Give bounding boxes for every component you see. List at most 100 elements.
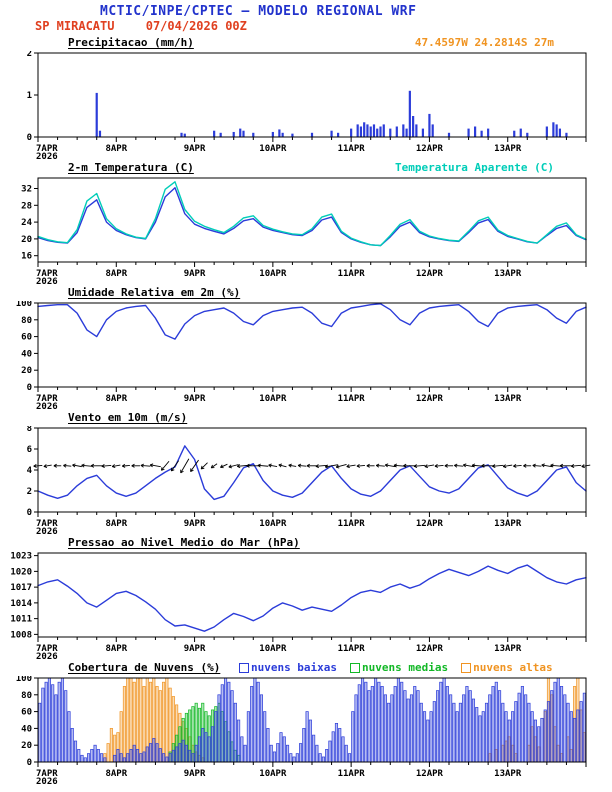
panel-precipitation: Precipitacao (mm/h) 47.4597W 24.2814S 27… — [0, 36, 612, 161]
svg-text:16: 16 — [21, 252, 32, 262]
svg-text:0: 0 — [27, 383, 32, 393]
svg-text:9APR: 9APR — [184, 144, 206, 154]
svg-text:12APR: 12APR — [416, 394, 444, 404]
svg-text:1014: 1014 — [10, 599, 32, 609]
svg-text:1: 1 — [27, 91, 32, 101]
svg-text:13APR: 13APR — [494, 394, 522, 404]
temperature-title-row: 2-m Temperatura (C) Temperatura Aparente… — [0, 161, 612, 176]
svg-text:8APR: 8APR — [105, 394, 127, 404]
svg-text:1023: 1023 — [10, 552, 32, 562]
svg-text:8APR: 8APR — [105, 144, 127, 154]
svg-text:9APR: 9APR — [184, 269, 206, 279]
svg-text:11APR: 11APR — [338, 269, 366, 279]
panel-clouds: Cobertura de Nuvens (%) nuvens baixas nu… — [0, 661, 612, 786]
humidity-title-row: Umidade Relativa em 2m (%) — [0, 286, 612, 301]
panel-wind: Vento em 10m (m/s) 0 2 4 6 8 7APR 2026 8APR 9APR… — [0, 411, 612, 536]
svg-text:40: 40 — [21, 724, 32, 734]
svg-text:6: 6 — [27, 445, 32, 455]
svg-text:10APR: 10APR — [259, 394, 287, 404]
svg-text:28: 28 — [21, 201, 32, 211]
panel-humidity: Umidade Relativa em 2m (%) 0 20 40 60 80 100 7… — [0, 286, 612, 411]
high-clouds-label: nuvens altas — [473, 661, 553, 674]
wind-plot: 0 2 4 6 8 7APR 2026 8APR 9APR 10APR 11APR 12APR 13AP… — [0, 426, 612, 536]
svg-text:11APR: 11APR — [338, 144, 366, 154]
svg-text:2: 2 — [27, 487, 32, 497]
mid-clouds-swatch-icon — [350, 662, 361, 673]
pressure-plot: 1008 1011 1014 1017 1020 1023 7APR 2026 8APR 9APR… — [0, 551, 612, 661]
location-coordinates: 47.4597W 24.2814S 27m — [414, 36, 554, 49]
clouds-title-row: Cobertura de Nuvens (%) nuvens baixas nu… — [0, 661, 612, 676]
legend-item-low-clouds: nuvens baixas — [238, 661, 338, 674]
svg-text:2026: 2026 — [36, 777, 58, 786]
svg-text:13APR: 13APR — [494, 519, 522, 529]
wind-title-row: Vento em 10m (m/s) — [0, 411, 612, 426]
station-row: SP MIRACATU 07/04/2026 00Z — [35, 19, 612, 34]
svg-text:7APR: 7APR — [36, 769, 58, 779]
svg-text:8APR: 8APR — [105, 519, 127, 529]
station-name: SP MIRACATU — [35, 19, 115, 33]
mid-clouds-label: nuvens medias — [362, 661, 449, 674]
svg-text:0: 0 — [27, 758, 32, 768]
svg-text:1020: 1020 — [10, 567, 32, 577]
svg-text:60: 60 — [21, 333, 32, 343]
humidity-plot: 0 20 40 60 80 100 7APR 2026 8APR 9APR 10APR 11APR 12… — [0, 301, 612, 411]
svg-text:12APR: 12APR — [416, 644, 444, 654]
svg-text:1008: 1008 — [10, 630, 32, 640]
svg-text:20: 20 — [21, 741, 32, 751]
svg-text:10APR: 10APR — [259, 519, 287, 529]
svg-text:7APR: 7APR — [36, 394, 58, 404]
svg-text:7APR: 7APR — [36, 644, 58, 654]
svg-text:11APR: 11APR — [338, 394, 366, 404]
apparent-temperature-label: Temperatura Aparente (C) — [395, 161, 554, 174]
report-title: MCTIC/INPE/CPTEC — MODELO REGIONAL WRF — [100, 4, 417, 19]
temperature-title: 2-m Temperatura (C) — [68, 161, 194, 174]
svg-text:2026: 2026 — [36, 527, 58, 536]
precipitation-plot: 0 1 2 7APR 2026 8APR 9APR 10APR 11APR 12APR 13APR — [0, 51, 612, 161]
clouds-plot: 0 20 40 60 80 100 7APR 2026 8APR 9APR 10APR 11APR 12… — [0, 676, 612, 786]
svg-text:24: 24 — [21, 218, 32, 228]
svg-text:9APR: 9APR — [184, 769, 206, 779]
pressure-title: Pressao ao Nivel Medio do Mar (hPa) — [68, 536, 300, 549]
svg-text:10APR: 10APR — [259, 769, 287, 779]
svg-text:13APR: 13APR — [494, 144, 522, 154]
svg-text:11APR: 11APR — [338, 769, 366, 779]
svg-text:9APR: 9APR — [184, 394, 206, 404]
svg-text:2026: 2026 — [36, 277, 58, 286]
legend-item-mid-clouds: nuvens medias — [350, 661, 448, 674]
svg-text:20: 20 — [21, 235, 32, 245]
svg-text:0: 0 — [27, 133, 32, 143]
svg-text:80: 80 — [21, 316, 32, 326]
high-clouds-swatch-icon — [461, 662, 472, 673]
clouds-legend: nuvens baixas nuvens medias nuvens altas — [238, 661, 553, 674]
svg-text:7APR: 7APR — [36, 519, 58, 529]
svg-text:40: 40 — [21, 349, 32, 359]
svg-text:80: 80 — [21, 691, 32, 701]
svg-text:11APR: 11APR — [338, 519, 366, 529]
svg-text:100: 100 — [16, 676, 32, 684]
svg-text:13APR: 13APR — [494, 644, 522, 654]
svg-text:2026: 2026 — [36, 402, 58, 411]
precipitation-title: Precipitacao (mm/h) — [68, 36, 194, 49]
precipitation-title-row: Precipitacao (mm/h) 47.4597W 24.2814S 27… — [0, 36, 612, 51]
low-clouds-label: nuvens baixas — [250, 661, 338, 674]
panel-pressure: Pressao ao Nivel Medio do Mar (hPa) 1008… — [0, 536, 612, 661]
svg-text:12APR: 12APR — [416, 519, 444, 529]
svg-text:13APR: 13APR — [494, 269, 522, 279]
svg-text:12APR: 12APR — [416, 144, 444, 154]
svg-text:13APR: 13APR — [494, 769, 522, 779]
svg-text:1011: 1011 — [10, 615, 32, 625]
clouds-title: Cobertura de Nuvens (%) — [68, 661, 221, 674]
svg-text:2: 2 — [27, 51, 32, 59]
svg-text:9APR: 9APR — [184, 519, 206, 529]
svg-text:100: 100 — [16, 301, 32, 309]
run-datetime: 07/04/2026 00Z — [145, 19, 247, 33]
svg-text:1017: 1017 — [10, 583, 32, 593]
panel-temperature: 2-m Temperatura (C) Temperatura Aparente… — [0, 161, 612, 286]
pressure-title-row: Pressao ao Nivel Medio do Mar (hPa) — [0, 536, 612, 551]
svg-text:8APR: 8APR — [105, 269, 127, 279]
